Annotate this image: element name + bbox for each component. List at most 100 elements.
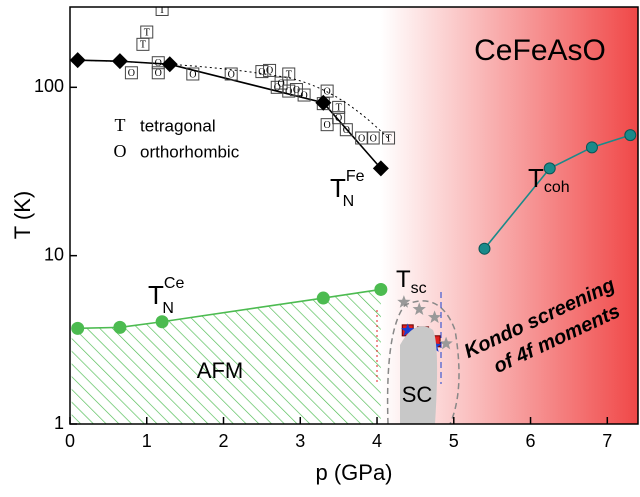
letter-marker: O: [186, 67, 200, 81]
legend-label: tetragonal: [140, 116, 216, 135]
letter-box: [332, 100, 346, 114]
series-line: [483, 134, 631, 250]
label-tnfe: TFe N: [330, 168, 365, 210]
letter-glyph: O: [189, 69, 196, 80]
letter-glyph: T: [159, 5, 165, 16]
letter-glyph: O: [274, 83, 281, 94]
letter-box: [297, 88, 311, 102]
letter-box: [289, 83, 303, 97]
diamond-marker: [315, 94, 332, 111]
letter-marker: T: [155, 5, 169, 16]
letter-box: [382, 131, 396, 145]
label-afm: AFM: [197, 358, 243, 383]
letter-marker: O: [320, 118, 334, 132]
letter-box: [151, 66, 165, 80]
letter-glyph: O: [277, 78, 284, 89]
letter-box: [255, 65, 269, 79]
y-tick-label: 10: [44, 244, 64, 264]
circle-marker: [113, 320, 127, 334]
letter-box: [332, 111, 346, 125]
x-tick-label: 0: [65, 431, 75, 451]
star-marker: [412, 302, 426, 315]
diamond-marker: [161, 56, 178, 73]
label-tnce: TCe N: [148, 275, 184, 317]
letter-glyph: T: [286, 69, 292, 80]
letter-glyph: O: [258, 67, 265, 78]
plot-frame: [69, 6, 639, 425]
x-tick-label: 1: [142, 431, 152, 451]
ball-marker: [624, 129, 637, 142]
legend-label: orthorhombic: [140, 142, 240, 161]
letter-box: [263, 63, 277, 77]
letter-marker: O: [151, 66, 165, 80]
dotted-guide: [69, 59, 391, 141]
letter-marker: O: [339, 123, 353, 137]
letter-glyph: O: [155, 58, 162, 69]
letter-box: [320, 84, 334, 98]
diamond-marker: [111, 53, 128, 70]
diamond-marker: [70, 52, 86, 69]
letter-box: [282, 84, 296, 98]
letter-box: [274, 76, 288, 90]
label-tsc: Tsc: [396, 266, 427, 297]
x-tick-label: 3: [295, 431, 305, 451]
circle-marker: [71, 321, 85, 335]
letter-box: [366, 131, 380, 145]
letter-marker: O: [224, 67, 238, 81]
circle-marker: [155, 315, 169, 329]
letter-glyph: T: [385, 133, 391, 144]
letter-marker: O: [355, 131, 369, 145]
label-sc: SC: [402, 382, 433, 407]
ball-marker: [585, 141, 598, 154]
y-tick-label: 100: [34, 76, 64, 96]
letter-glyph: O: [228, 69, 235, 80]
x-tick-label: 6: [526, 431, 536, 451]
ball-marker: [543, 162, 556, 175]
letter-marker: O: [289, 83, 303, 97]
letter-marker: O: [366, 131, 380, 145]
star-marker: [427, 310, 442, 324]
star-marker: [397, 295, 411, 308]
letter-box: [224, 67, 238, 81]
letter-marker: T: [136, 37, 150, 51]
letter-marker: O: [282, 84, 296, 98]
letter-marker: T: [140, 25, 154, 39]
star-marker: [439, 336, 453, 350]
letter-glyph: O: [358, 133, 365, 144]
letter-marker: O: [297, 88, 311, 102]
sc-dome: [400, 326, 438, 424]
letter-marker: O: [332, 111, 346, 125]
letter-box: [136, 37, 150, 51]
letter-glyph: O: [155, 68, 162, 79]
letter-glyph: O: [324, 120, 331, 131]
letter-marker: T: [282, 67, 296, 81]
label-tcoh: Tcoh: [528, 163, 570, 196]
plot-area: TTTTTTOOOOOOOOOOOOOOOOOOO: [70, 5, 637, 424]
letter-marker: O: [255, 65, 269, 79]
letter-glyph: O: [293, 85, 300, 96]
letter-box: [320, 118, 334, 132]
y-tick-label: 1: [54, 413, 64, 433]
x-tick-label: 4: [372, 431, 382, 451]
diamond-marker: [372, 160, 389, 177]
letter-glyph: O: [266, 66, 273, 77]
legend-glyph: O: [114, 141, 127, 161]
legend-glyph: T: [115, 115, 126, 135]
letter-glyph: T: [336, 103, 342, 114]
chart-title: CeFeAsO: [474, 34, 606, 67]
letter-box: [124, 66, 138, 80]
letter-marker: T: [382, 131, 396, 145]
letter-glyph: O: [343, 125, 350, 136]
x-tick-label: 5: [449, 431, 459, 451]
letter-box: [155, 7, 169, 16]
circle-marker: [316, 291, 330, 305]
letter-box: [186, 67, 200, 81]
ball-marker: [478, 242, 491, 255]
afm-area: [71, 289, 381, 424]
letter-glyph: O: [335, 113, 342, 124]
letter-box: [282, 67, 296, 81]
letter-glyph: O: [285, 86, 292, 97]
letter-glyph: T: [144, 27, 150, 38]
